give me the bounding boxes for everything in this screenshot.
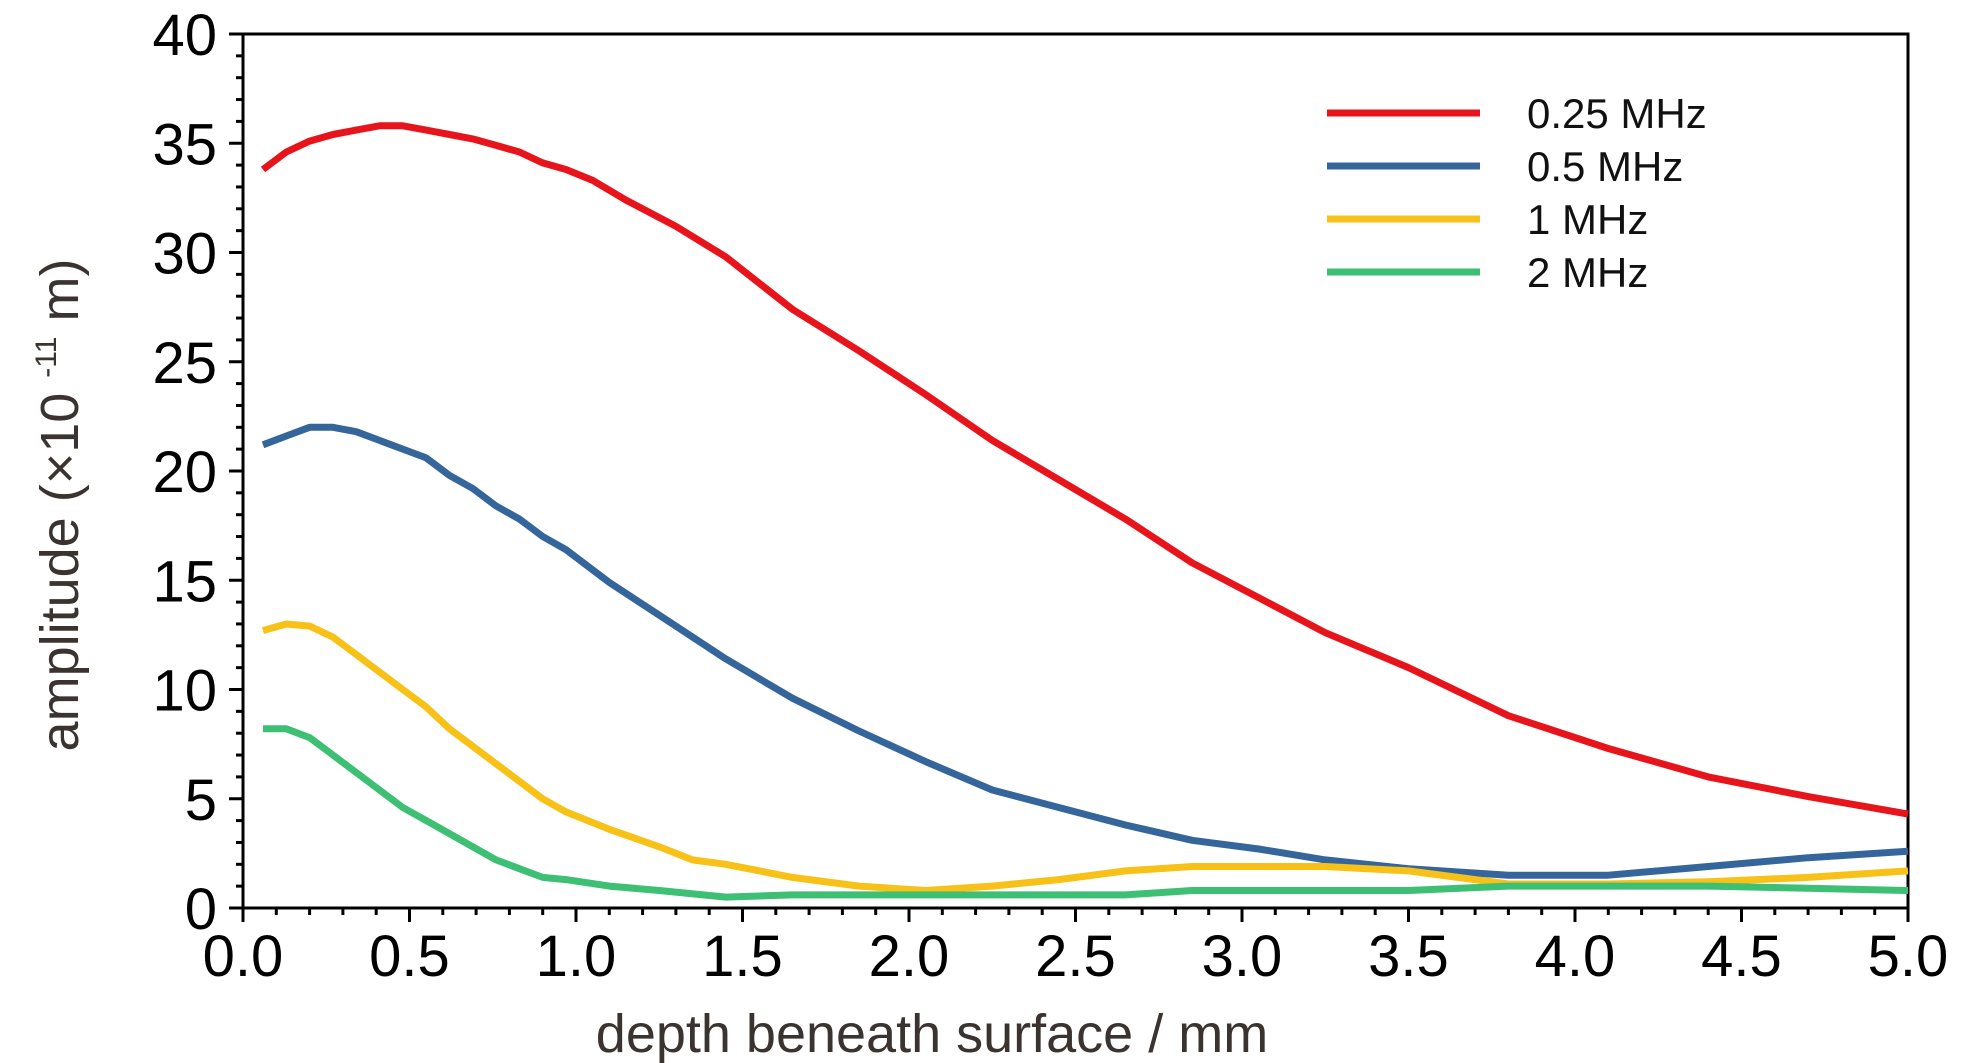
x-axis-title: depth beneath surface / mm <box>596 1004 1268 1063</box>
series-line-2-mhz <box>263 725 1909 901</box>
series-line-1-mhz <box>262 620 1909 894</box>
x-tick-label: 4.5 <box>1701 924 1782 989</box>
x-tick-label: 0.0 <box>203 924 284 989</box>
x-tick-label: 1.0 <box>536 924 617 989</box>
y-axis-title: amplitude (×10 -11 m) <box>8 259 90 752</box>
x-tick-label: 0.5 <box>369 924 450 989</box>
x-tick-label: 1.5 <box>702 924 783 989</box>
x-tick-label: 3.0 <box>1202 924 1283 989</box>
legend: 0.25 MHz 0.5 MHz 1 MHz 2 MHz <box>1327 90 1707 296</box>
legend-label: 2 MHz <box>1527 249 1648 296</box>
y-axis-title-exponent: -11 <box>30 337 63 378</box>
legend-label: 0.25 MHz <box>1527 90 1707 137</box>
y-tick-label: 40 <box>152 3 217 68</box>
y-tick-label: 10 <box>152 659 217 724</box>
y-axis-title-prefix: amplitude (×10 <box>30 393 90 752</box>
x-tick-label: 3.5 <box>1368 924 1449 989</box>
legend-label: 0.5 MHz <box>1527 143 1683 190</box>
y-tick-label: 30 <box>152 222 217 287</box>
y-tick-label: 35 <box>152 112 217 177</box>
x-tick-label: 4.0 <box>1535 924 1616 989</box>
y-tick-label: 20 <box>152 440 217 505</box>
legend-label: 1 MHz <box>1527 196 1648 243</box>
y-tick-label: 15 <box>152 549 217 614</box>
series-line-0-25-mhz <box>260 122 1909 818</box>
y-axis-title-suffix: m) <box>30 259 90 322</box>
y-tick-label: 0 <box>185 877 217 942</box>
x-tick-label: 5.0 <box>1868 924 1949 989</box>
y-tick-label: 25 <box>152 331 217 396</box>
x-tick-label: 2.0 <box>869 924 950 989</box>
y-tick-label: 5 <box>185 768 217 833</box>
axes: 0 5 10 15 20 25 30 35 40 0.0 0.5 1.0 1.5 2.0 2.5 3.0 3.5… <box>152 3 1948 989</box>
x-tick-label: 2.5 <box>1035 924 1116 989</box>
series-layer <box>260 122 1909 901</box>
